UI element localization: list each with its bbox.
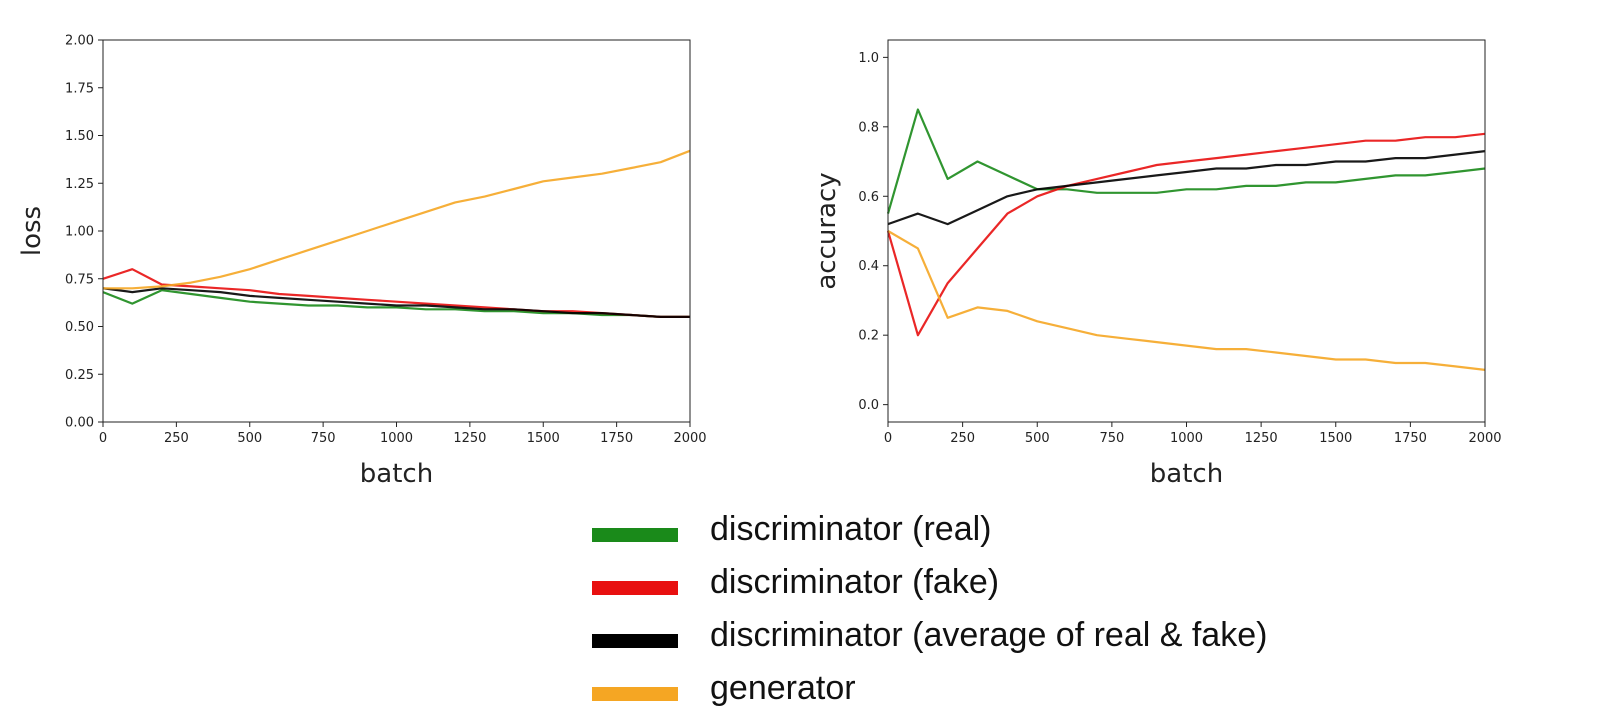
series-discriminator-average-of-real-fake	[102, 287, 690, 318]
legend-label-fake: discriminator (fake)	[710, 563, 1000, 601]
y-tick-label: 0.6	[858, 190, 879, 205]
x-tick-label: 750	[311, 431, 336, 446]
y-tick-label: 1.25	[65, 177, 94, 192]
series-generator	[887, 230, 1486, 371]
series-discriminator-average-of-real-fake	[887, 150, 1486, 226]
legend-swatch-fake	[592, 581, 678, 595]
loss-chart: 0 250 500 750 1000 1250 1500 1750 2000 0.00 0.25 0.…	[17, 34, 707, 490]
x-tick-label: 750	[1099, 431, 1124, 446]
y-tick-label: 2.00	[65, 34, 94, 49]
y-tick-label: 0.75	[65, 272, 94, 287]
y-tick-label: 0.4	[858, 259, 879, 274]
y-tick-label: 0.0	[858, 398, 879, 413]
legend-label-average: discriminator (average of real & fake)	[710, 616, 1268, 654]
legend-swatch-average	[592, 634, 678, 648]
y-tick-label: 1.0	[858, 51, 879, 66]
x-tick-label: 1000	[380, 431, 413, 446]
x-tick-label: 500	[237, 431, 262, 446]
x-tick-label: 1750	[600, 431, 633, 446]
y-tick-label: 0.25	[65, 368, 94, 383]
x-tick-label: 1750	[1394, 431, 1427, 446]
legend-label-real: discriminator (real)	[710, 510, 992, 548]
series-discriminator-fake	[886, 132, 1486, 337]
x-tick-label: 250	[164, 431, 189, 446]
y-axis-label: loss	[17, 206, 47, 256]
x-tick-label: 2000	[1468, 431, 1501, 446]
x-tick-label: 1250	[1245, 431, 1278, 446]
legend-label-generator: generator	[710, 669, 856, 707]
x-tick-label: 250	[950, 431, 975, 446]
y-tick-label: 0.50	[65, 320, 94, 335]
y-tick-label: 1.50	[65, 129, 94, 144]
series-generator	[103, 149, 691, 290]
legend-swatch-generator	[592, 687, 678, 701]
x-tick-label: 1000	[1170, 431, 1203, 446]
y-tick-label: 0.00	[65, 416, 94, 431]
x-tick-label: 0	[884, 431, 892, 446]
x-axis-label: batch	[1150, 459, 1223, 489]
x-axis-label: batch	[360, 459, 433, 489]
accuracy-chart: 0 250 500 750 1000 1250 1500 1750 2000 0.0 0.2 0.4 0…	[812, 39, 1502, 489]
x-tick-label: 1500	[527, 431, 560, 446]
legend-swatch-real	[592, 528, 678, 542]
y-tick-label: 1.00	[65, 225, 94, 240]
series-discriminator-real	[102, 289, 690, 318]
x-tick-label: 1250	[453, 431, 486, 446]
x-tick-label: 500	[1025, 431, 1050, 446]
x-tick-label: 0	[99, 431, 107, 446]
plot-frame	[887, 39, 1486, 423]
y-tick-label: 0.2	[858, 329, 879, 344]
x-tick-label: 1500	[1319, 431, 1352, 446]
plot-frame	[102, 39, 691, 423]
series-discriminator-real	[886, 108, 1486, 214]
x-tick-label: 2000	[673, 431, 706, 446]
y-axis-label: accuracy	[812, 172, 842, 289]
y-tick-label: 0.8	[858, 120, 879, 135]
y-tick-label: 1.75	[65, 81, 94, 96]
